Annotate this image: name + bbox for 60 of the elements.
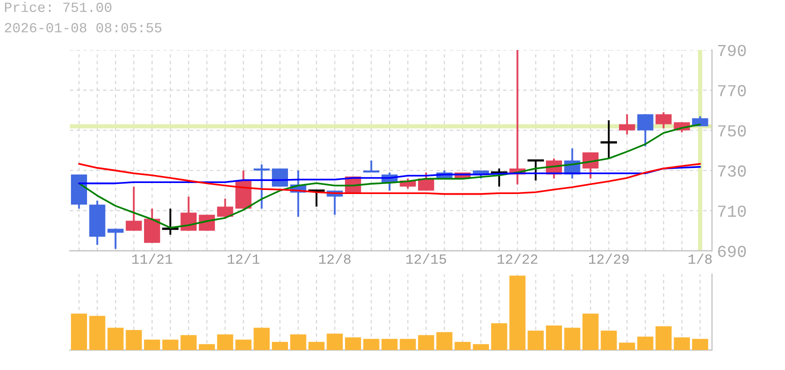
- candlestick: [126, 186, 142, 232]
- bar: [674, 337, 690, 350]
- candlestick: [656, 111, 672, 130]
- bar: [198, 344, 215, 350]
- bar: [436, 332, 452, 350]
- y-tick-label: 730: [718, 165, 746, 177]
- x-tick-label: 12/1: [228, 254, 260, 264]
- bar: [126, 330, 142, 350]
- bar: [472, 344, 489, 350]
- x-tick-label: 11/21: [132, 254, 172, 264]
- bar: [418, 335, 434, 350]
- bar: [290, 334, 306, 350]
- x-tick-label: 12/8: [319, 254, 351, 264]
- candlestick: [180, 196, 197, 232]
- bar: [656, 326, 672, 350]
- bar: [235, 340, 252, 350]
- bar: [326, 334, 343, 350]
- bar: [582, 314, 599, 350]
- bar: [162, 340, 178, 350]
- y-tick-label: 750: [718, 125, 746, 137]
- bar: [254, 328, 270, 350]
- x-tick-label: 12/22: [498, 254, 538, 264]
- bar: [363, 338, 380, 350]
- bar: [180, 335, 197, 350]
- bar: [546, 325, 562, 350]
- bar: [144, 340, 160, 350]
- x-tick-label: 12/15: [406, 254, 446, 264]
- y-tick-label: 770: [718, 85, 746, 96]
- bar: [382, 338, 398, 350]
- bar: [600, 330, 617, 350]
- bar: [217, 334, 234, 350]
- candlestick: [254, 164, 270, 210]
- candlestick: [108, 228, 124, 250]
- candlestick: [619, 113, 636, 136]
- bar: [528, 330, 544, 350]
- candlestick: [637, 113, 654, 148]
- bar: [692, 338, 708, 350]
- bar: [400, 338, 416, 350]
- candlestick: [363, 160, 380, 174]
- bar: [344, 337, 362, 350]
- bar: [272, 342, 288, 350]
- bar: [308, 342, 325, 350]
- bar: [619, 342, 636, 350]
- candlestick: [217, 198, 234, 220]
- candlestick: [198, 214, 215, 232]
- y-tick-label: 690: [718, 246, 746, 258]
- y-tick-label: 790: [718, 44, 746, 56]
- bar: [564, 328, 580, 350]
- bar: [454, 342, 471, 350]
- bar: [509, 276, 526, 350]
- chart-title: Price: 751.00: [5, 2, 112, 12]
- bar: [108, 328, 124, 350]
- x-tick-label: 1/8: [688, 254, 712, 264]
- bar: [637, 336, 654, 350]
- bar: [89, 316, 106, 350]
- x-tick-label: 12/29: [588, 254, 629, 264]
- bar: [491, 323, 508, 350]
- bar: [70, 314, 88, 350]
- y-tick-label: 710: [718, 206, 746, 217]
- chart-subtitle: 2026-01-08 08:05:55: [4, 22, 162, 32]
